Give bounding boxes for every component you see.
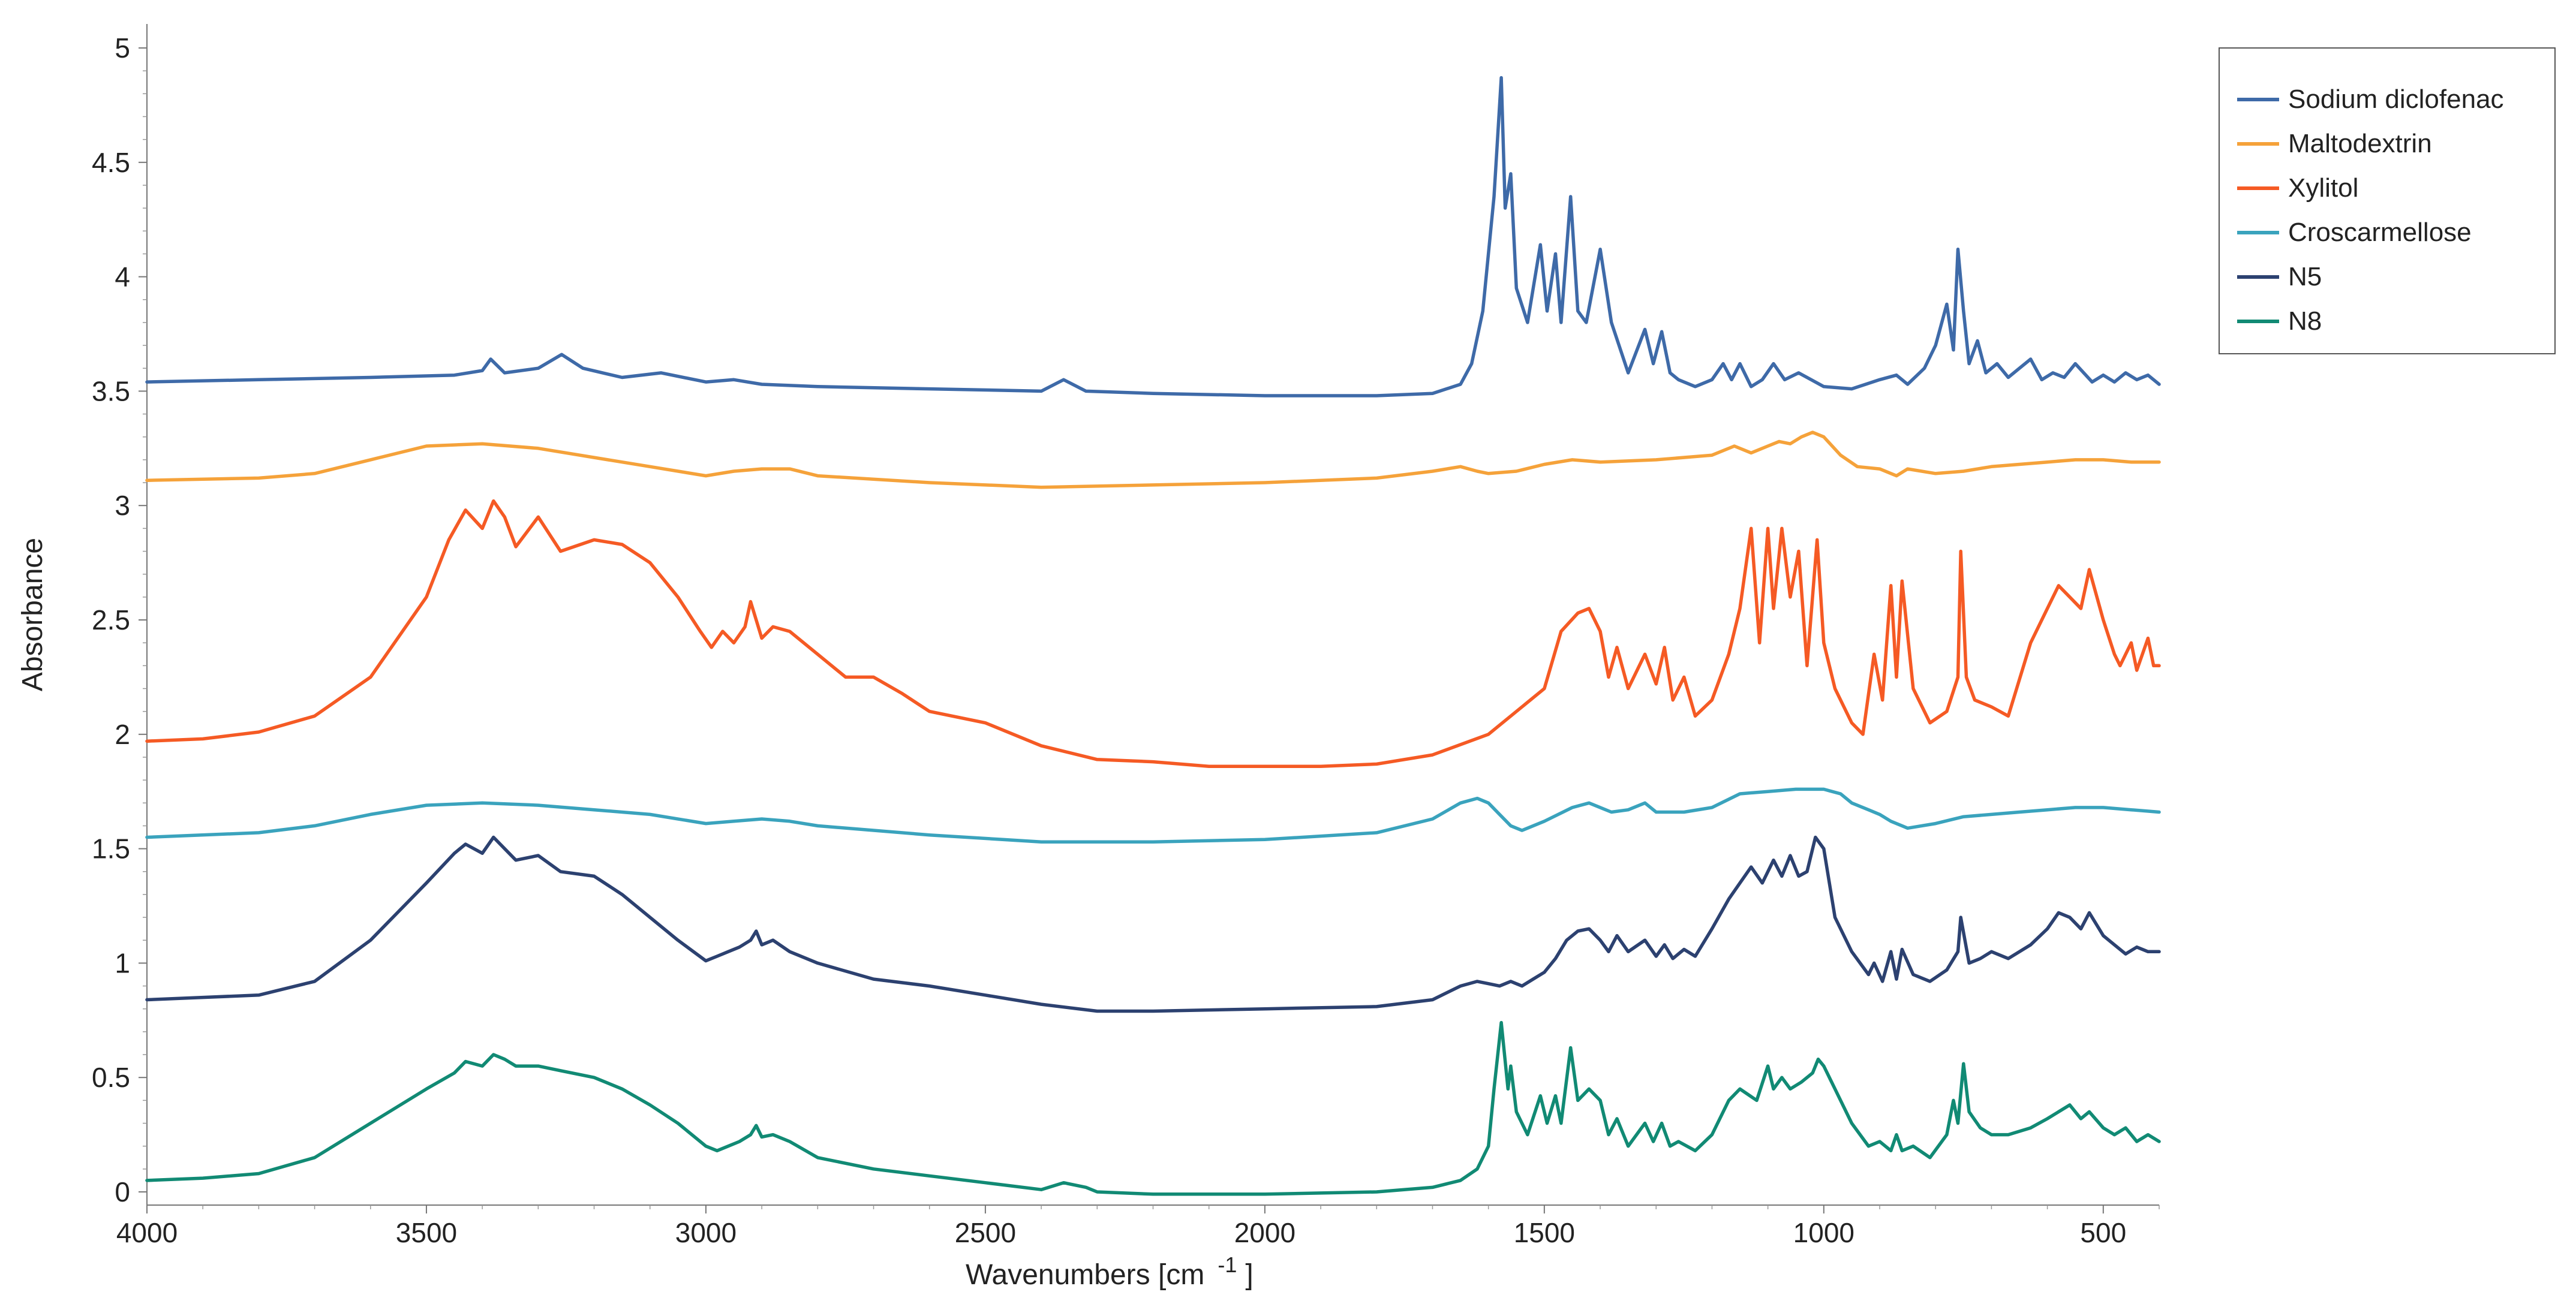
- x-axis-title-superscript: -1: [1218, 1252, 1237, 1277]
- y-tick-label: 2.5: [92, 604, 130, 636]
- x-tick-label: 2500: [955, 1217, 1016, 1248]
- x-tick-label: 1500: [1514, 1217, 1575, 1248]
- series-line-n5: [145, 835, 2161, 1013]
- y-tick-label: 0.5: [92, 1062, 130, 1093]
- y-tick-label: 4.5: [92, 147, 130, 178]
- x-axis-title: Wavenumbers [cm -1]: [966, 1252, 1254, 1291]
- legend-label: Croscarmellose: [2288, 218, 2472, 247]
- series-group: [145, 76, 2161, 1196]
- y-tick-label: 2: [115, 719, 130, 750]
- x-tick-label: 2000: [1234, 1217, 1295, 1248]
- y-ticks: 0 0.5 1 1.5 2 2.5 3 3.5 4 4.5 5: [92, 32, 147, 1207]
- x-tick-label: 1000: [1793, 1217, 1854, 1248]
- series-line-sodium-diclofenac: [145, 76, 2161, 397]
- series-line-maltodextrin: [145, 430, 2161, 489]
- series-line-xylitol: [145, 499, 2161, 768]
- legend-label: Sodium diclofenac: [2288, 85, 2504, 114]
- x-axis-title-suffix: ]: [1245, 1259, 1253, 1291]
- legend: Sodium diclofenac Maltodextrin Xylitol Cros…: [2219, 47, 2556, 354]
- y-tick-label: 5: [115, 32, 130, 64]
- x-tick-label: 3500: [396, 1217, 457, 1248]
- legend-label: Maltodextrin: [2288, 129, 2432, 158]
- y-tick-label: 1.5: [92, 833, 130, 865]
- x-tick-label: 4000: [116, 1217, 178, 1248]
- axes: [146, 24, 2159, 1206]
- y-axis-title: Absorbance: [17, 538, 49, 691]
- legend-label: N8: [2288, 306, 2322, 336]
- y-tick-label: 3.5: [92, 375, 130, 406]
- x-axis-title-main: Wavenumbers [cm: [966, 1259, 1204, 1291]
- legend-items: Sodium diclofenac Maltodextrin Xylitol Cros…: [2237, 85, 2504, 336]
- x-ticks: 4000 3500 3000 2500 2000 1500 1000 500: [116, 1205, 2160, 1248]
- y-tick-label: 1: [115, 947, 130, 978]
- series-line-croscarmellose: [145, 787, 2161, 844]
- series-line-n8: [145, 1020, 2161, 1196]
- x-tick-label: 3000: [675, 1217, 737, 1248]
- y-tick-label: 0: [115, 1176, 130, 1207]
- y-tick-label: 4: [115, 261, 130, 293]
- y-tick-label: 3: [115, 490, 130, 521]
- legend-label: Xylitol: [2288, 173, 2358, 203]
- x-tick-label: 500: [2080, 1217, 2126, 1248]
- legend-label: N5: [2288, 262, 2322, 291]
